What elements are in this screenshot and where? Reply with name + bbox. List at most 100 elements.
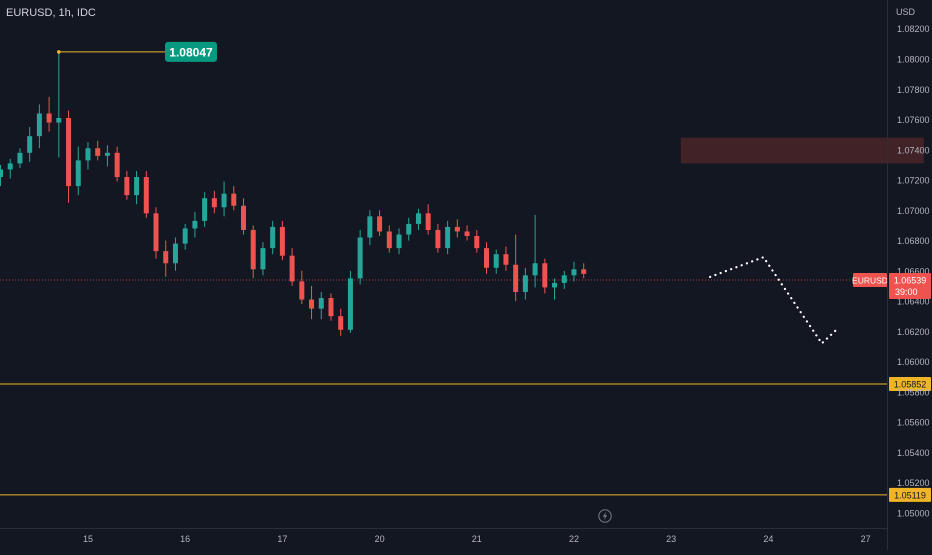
candle-body [163, 251, 169, 264]
candle-body [474, 236, 480, 249]
projection-path [708, 255, 838, 346]
resistance-zone [680, 137, 924, 164]
candle-body [532, 263, 538, 276]
x-tick-label: 24 [763, 534, 773, 544]
support-level-tag [889, 487, 931, 502]
candle-body [211, 198, 217, 208]
y-tick-label: 1.06800 [897, 236, 930, 246]
candle-body [241, 205, 246, 230]
candle-body [415, 213, 421, 224]
candle-body [484, 248, 489, 268]
x-tick-label: 15 [83, 534, 93, 544]
candle-body [46, 113, 52, 123]
time-axis-divider [0, 528, 887, 529]
y-tick-label: 1.07400 [897, 145, 930, 155]
candle-body [66, 118, 72, 187]
candle-body [522, 275, 528, 292]
candle-body [328, 298, 334, 317]
candle-body [338, 316, 344, 330]
candle-body [454, 226, 460, 232]
candle-body [552, 282, 558, 288]
support-level-label: 1.05852 [894, 379, 927, 389]
candle-body [367, 216, 373, 238]
symbol-price-label: EURUSD [852, 276, 888, 286]
candle-body [309, 299, 315, 309]
high-callout-dot [57, 50, 61, 54]
y-tick-label: 1.07200 [897, 176, 930, 186]
candle-body [231, 193, 237, 206]
candle-body [513, 264, 519, 292]
candle-body [7, 163, 13, 170]
candle-body [357, 237, 363, 279]
candle-body [192, 220, 198, 229]
candle-body [542, 263, 548, 288]
candle-body [95, 148, 101, 156]
candle-body [445, 226, 451, 249]
candle-body [172, 243, 178, 264]
x-tick-label: 17 [277, 534, 287, 544]
candle-body [124, 177, 130, 196]
y-tick-label: 1.05600 [897, 418, 930, 428]
y-tick-label: 1.05400 [897, 448, 930, 458]
candle-body [386, 231, 392, 249]
x-tick-label: 23 [666, 534, 676, 544]
candle-body [134, 177, 140, 196]
countdown-label: 39:00 [895, 287, 918, 297]
support-level-label: 1.05119 [894, 490, 926, 500]
y-tick-label: 1.08000 [897, 55, 930, 65]
candle-body [104, 152, 110, 156]
y-tick-label: 1.07800 [897, 85, 930, 95]
candle-body [561, 275, 567, 283]
candle-body [435, 229, 441, 249]
candle-body [396, 234, 402, 249]
high-callout-box [165, 41, 217, 62]
candle-body [503, 254, 509, 265]
candle-body [27, 136, 33, 153]
y-tick-label: 1.06400 [897, 297, 930, 307]
candle-body [377, 216, 383, 232]
candle-body [347, 278, 353, 330]
candle-body [493, 254, 499, 268]
y-tick-label: 1.08200 [897, 24, 930, 34]
candle-body [250, 229, 256, 270]
currency-label[interactable]: USD [896, 7, 916, 17]
candle-body [289, 255, 295, 282]
current-price-tag [889, 273, 931, 300]
candle-body [571, 269, 577, 276]
x-tick-label: 21 [472, 534, 482, 544]
candle-body [153, 213, 159, 252]
x-tick-label: 22 [569, 534, 579, 544]
y-tick-label: 1.07600 [897, 115, 930, 125]
candle-body [318, 298, 324, 309]
candle-body [299, 281, 305, 300]
y-tick-label: 1.07000 [897, 206, 930, 216]
symbol-title[interactable]: EURUSD, 1h, IDC [6, 7, 96, 19]
y-tick-label: 1.05800 [897, 387, 930, 397]
candle-body [17, 152, 23, 164]
candle-body [85, 148, 91, 161]
x-tick-label: 27 [861, 534, 871, 544]
candle-body [464, 231, 470, 237]
candle-body [0, 169, 3, 178]
y-tick-label: 1.05200 [897, 478, 930, 488]
candle-body [56, 118, 62, 123]
x-tick-label: 16 [180, 534, 190, 544]
candle-body [114, 152, 120, 178]
y-tick-label: 1.06600 [897, 266, 930, 276]
y-tick-label: 1.06000 [897, 357, 930, 367]
symbol-price-tag [853, 273, 887, 288]
candle-body [182, 228, 188, 244]
candle-body [406, 223, 412, 235]
candle-body [36, 113, 42, 137]
y-tick-label: 1.05000 [897, 508, 930, 518]
candle-body [221, 193, 227, 208]
y-tick-label: 1.06200 [897, 327, 930, 337]
lightning-icon[interactable] [598, 509, 612, 523]
x-tick-label: 20 [375, 534, 385, 544]
candle-body [143, 177, 149, 214]
high-callout-label: 1.08047 [169, 45, 213, 59]
candle-body [260, 248, 266, 270]
candle-body [279, 226, 285, 256]
